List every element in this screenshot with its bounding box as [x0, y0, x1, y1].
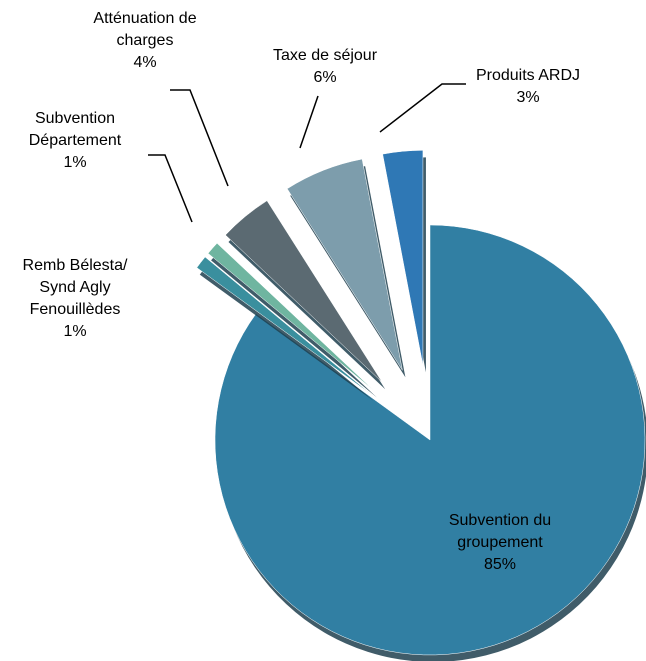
- slice-label: Taxe de séjour 6%: [245, 45, 405, 89]
- value-label: 85%: [483, 556, 517, 573]
- value-label: 4%: [133, 54, 157, 71]
- leader-line: [170, 89, 229, 187]
- category-label: Remb Bélesta/ Synd Agly Fenouillèdes: [22, 257, 128, 318]
- value-label: 3%: [516, 89, 540, 106]
- slice: [196, 256, 371, 395]
- slice: [214, 224, 646, 656]
- leader-line: [148, 154, 193, 223]
- slice: [225, 200, 383, 383]
- slice-label: Subvention du groupement 85%: [425, 510, 575, 576]
- leader-line: [379, 83, 466, 133]
- slice-label: Produits ARDJ 3%: [458, 65, 598, 109]
- value-label: 6%: [313, 69, 337, 86]
- category-label: Subvention Département: [28, 110, 122, 149]
- slice: [286, 158, 403, 371]
- value-label: 1%: [63, 323, 87, 340]
- leader-line: [299, 95, 319, 149]
- slice: [382, 150, 424, 366]
- category-label: Taxe de séjour: [272, 47, 378, 64]
- value-label: 1%: [63, 154, 87, 171]
- category-label: Atténuation de charges: [93, 10, 197, 49]
- slice-label: Subvention Département 1%: [10, 108, 140, 174]
- category-label: Produits ARDJ: [475, 67, 581, 84]
- slice-label: Remb Bélesta/ Synd Agly Fenouillèdes 1%: [5, 255, 145, 343]
- slice: [207, 242, 374, 391]
- slice-label: Atténuation de charges 4%: [65, 8, 225, 74]
- category-label: Subvention du groupement: [448, 512, 552, 551]
